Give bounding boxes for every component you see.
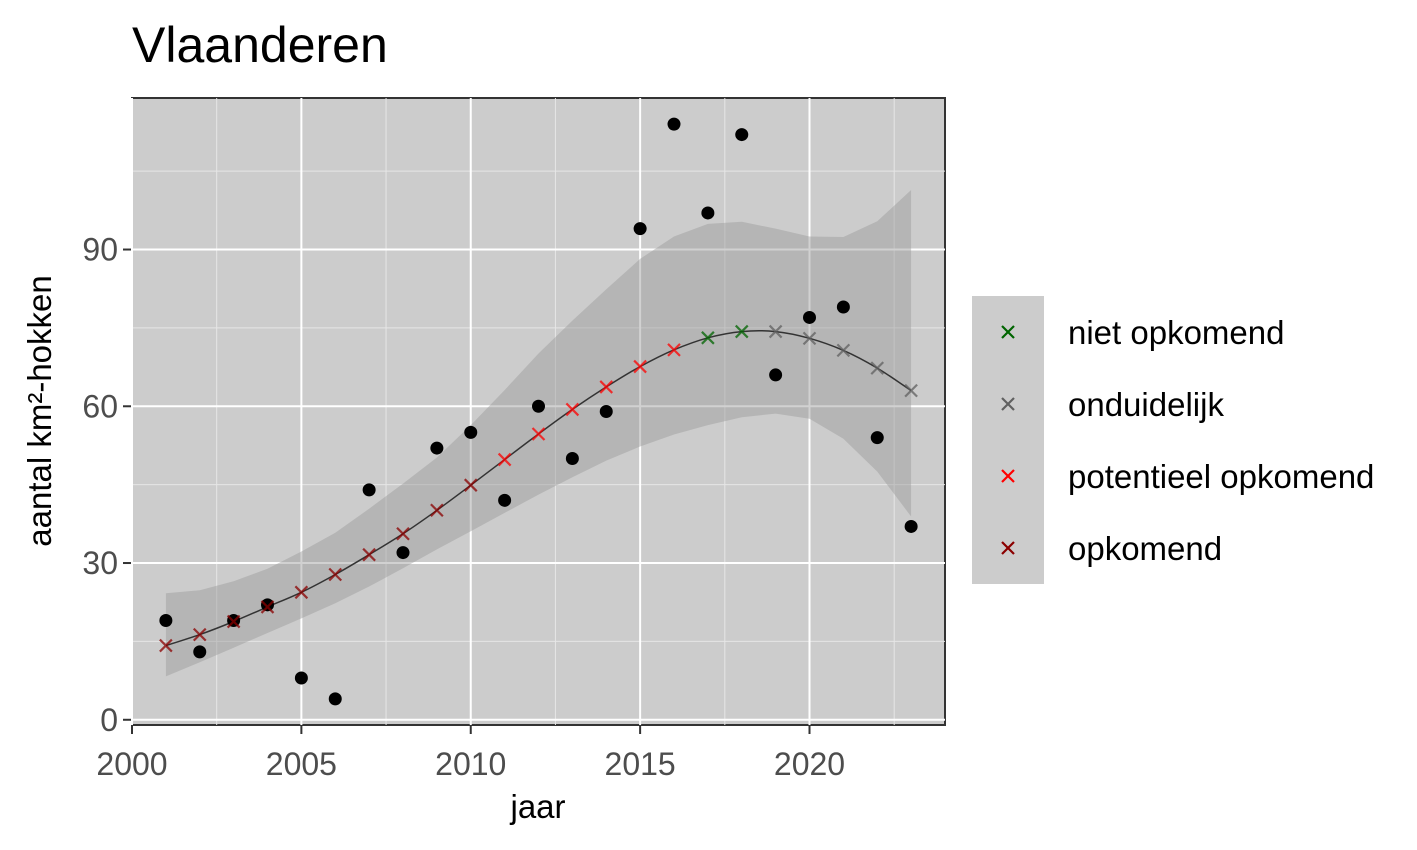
status-marker [294,585,309,600]
y-axis-title: aantal km²-hokken [21,275,58,546]
x-tick-label: 2020 [774,746,845,782]
y-tick-label: 60 [82,388,118,424]
observed-point [904,519,918,533]
status-marker [260,600,275,614]
status-marker [192,627,207,642]
status-marker [870,361,885,375]
status-marker [768,324,783,339]
status-marker [734,324,749,339]
observed-point [498,493,512,507]
legend-label: niet opkomend [1068,314,1284,351]
legend-label: potentieel opkomend [1068,458,1374,495]
x-tick-label: 2010 [435,746,506,782]
status-markers [159,324,918,653]
status-marker [226,614,241,629]
legend-marker [1001,397,1015,411]
observed-point [294,671,308,685]
status-marker [904,383,918,398]
status-marker [159,638,173,653]
legend-label: opkomend [1068,530,1222,567]
observed-point [328,692,342,706]
legend-label: onduidelijk [1068,386,1224,423]
observed-point [769,368,783,382]
status-marker [463,478,478,492]
status-marker [362,547,376,562]
observed-point [701,206,715,220]
observed-point [633,222,647,236]
status-marker [836,343,851,358]
status-marker [565,402,580,417]
observed-point [396,546,410,560]
status-marker [802,331,817,346]
axes: 2000 2005 2010 2015 2020 0 30 60 90 [82,232,845,782]
y-tick-label: 90 [82,232,118,268]
x-tick-label: 2000 [96,746,167,782]
observed-point [735,128,749,142]
x-tick-label: 2005 [266,746,337,782]
x-tick-label: 2015 [605,746,676,782]
status-marker [599,380,614,394]
observed-point [464,425,478,439]
legend-marker [1001,541,1015,555]
status-marker [701,331,715,345]
grid-lines [131,98,945,725]
status-marker [667,343,681,357]
observed-point [667,117,681,131]
legend-marker [1001,469,1015,483]
observed-point [532,399,545,413]
status-marker [430,503,444,518]
observed-point [261,598,274,612]
observed-point [836,300,850,314]
legend-key-box [972,296,1044,584]
status-marker [497,452,512,467]
x-axis-title: jaar [509,788,565,825]
observed-point [159,614,173,627]
y-tick-label: 30 [82,545,118,581]
status-marker [531,427,546,441]
legend: niet opkomend onduidelijk potentieel opkom… [972,296,1374,584]
status-marker [396,526,410,541]
observed-point [193,645,207,659]
observed-point [362,483,376,497]
observed-point [803,310,816,324]
observed-point [870,431,884,445]
status-marker [633,359,647,374]
observed-point [599,405,613,418]
y-tick-label: 0 [100,702,118,738]
chart-title: Vlaanderen [132,17,388,73]
observed-point [430,441,444,455]
legend-marker [1001,325,1015,339]
status-marker [328,567,343,582]
observed-point [565,452,579,466]
